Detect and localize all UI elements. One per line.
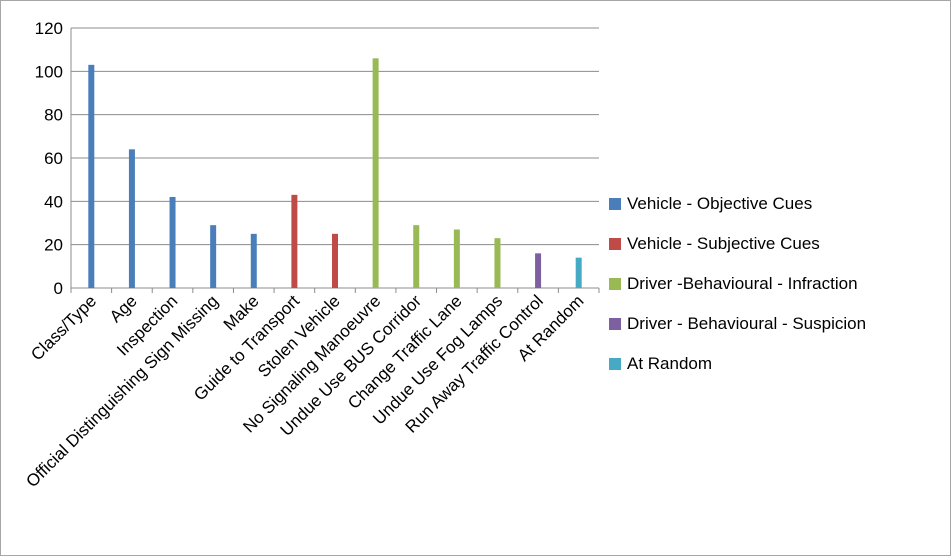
legend-swatch bbox=[609, 198, 621, 210]
legend-label: Vehicle - Subjective Cues bbox=[627, 234, 820, 253]
legend-swatch bbox=[609, 318, 621, 330]
y-tick-label: 80 bbox=[44, 106, 63, 125]
legend-item: At Random bbox=[609, 344, 866, 384]
bar-stolen-vehicle bbox=[332, 233, 338, 288]
bar-at-random bbox=[575, 257, 582, 288]
bar-make bbox=[250, 233, 257, 288]
legend-swatch bbox=[609, 238, 621, 250]
y-tick-label: 120 bbox=[35, 19, 63, 38]
legend-item: Driver -Behavioural - Infraction bbox=[609, 264, 866, 304]
x-tick-label: Age bbox=[106, 291, 141, 326]
bar-run-away-traffic-control bbox=[535, 253, 542, 288]
y-tick-label: 0 bbox=[54, 279, 63, 298]
bar-undue-use-bus-corridor bbox=[413, 225, 420, 288]
legend-swatch bbox=[609, 278, 621, 290]
bar-inspection bbox=[169, 197, 176, 288]
legend-label: Driver -Behavioural - Infraction bbox=[627, 274, 858, 293]
x-tick-label: Class/Type bbox=[27, 291, 100, 364]
y-tick-label: 100 bbox=[35, 62, 63, 81]
legend-item: Vehicle - Subjective Cues bbox=[609, 224, 866, 264]
bar-change-traffic-lane bbox=[453, 229, 460, 288]
bar-undue-use-fog-lamps bbox=[494, 238, 501, 288]
legend-label: Vehicle - Objective Cues bbox=[627, 194, 813, 213]
y-tick-label: 40 bbox=[44, 192, 63, 211]
legend-label: Driver - Behavioural - Suspicion bbox=[627, 314, 867, 333]
bar-class-type bbox=[88, 64, 95, 288]
bar-guide-to-transport bbox=[291, 194, 298, 288]
legend-swatch bbox=[609, 358, 621, 370]
y-tick-label: 20 bbox=[44, 236, 63, 255]
legend-item: Vehicle - Objective Cues bbox=[609, 184, 866, 224]
chart-legend: Vehicle - Objective Cues Vehicle - Subjec… bbox=[609, 184, 866, 384]
bar-no-signaling-manoeuvre bbox=[372, 58, 379, 289]
y-tick-label: 60 bbox=[44, 149, 63, 168]
legend-label: At Random bbox=[627, 354, 713, 373]
legend-item: Driver - Behavioural - Suspicion bbox=[609, 304, 866, 344]
bar-age bbox=[128, 149, 135, 288]
bar-official-distinguishing-sign-missing bbox=[210, 225, 217, 288]
